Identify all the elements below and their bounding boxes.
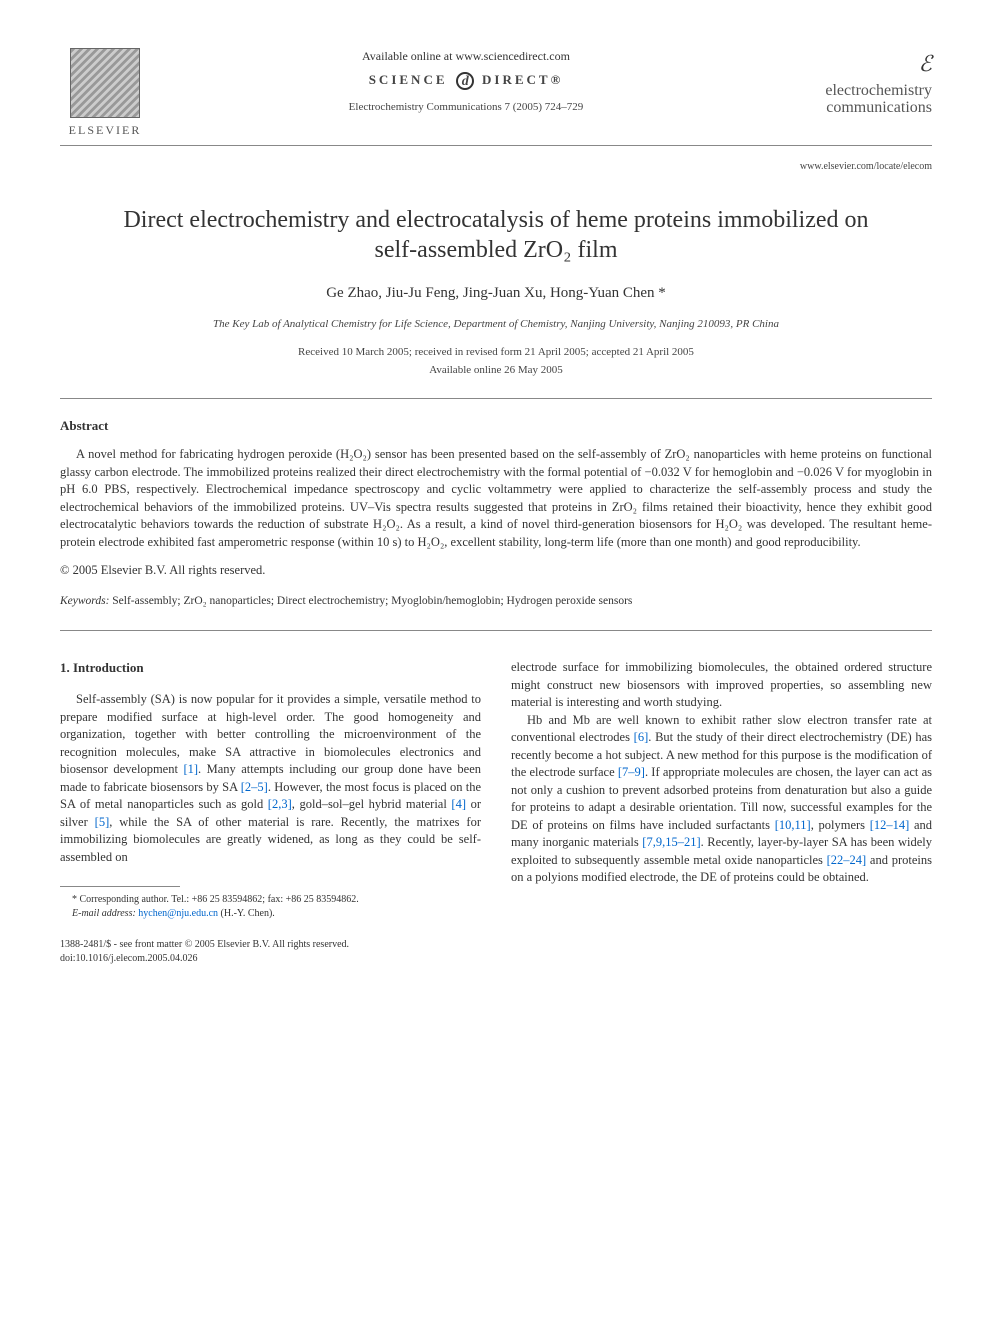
ref-7-9[interactable]: [7–9] — [618, 765, 645, 779]
sciencedirect-left: SCIENCE — [369, 72, 448, 87]
abstract-text: A novel method for fabricating hydrogen … — [60, 446, 932, 551]
email-address[interactable]: hychen@nju.edu.cn — [136, 908, 221, 919]
bottom-copyright: 1388-2481/$ - see front matter © 2005 El… — [60, 938, 481, 965]
abstract-bottom-divider — [60, 630, 932, 631]
affiliation: The Key Lab of Analytical Chemistry for … — [60, 317, 932, 333]
corresponding-author-footnote: * Corresponding author. Tel.: +86 25 835… — [60, 893, 481, 907]
header-divider — [60, 145, 932, 146]
ref-2-3[interactable]: [2,3] — [268, 797, 292, 811]
ref-6[interactable]: [6] — [634, 730, 649, 744]
received-dates: Received 10 March 2005; received in revi… — [60, 345, 932, 361]
intro-para-1-left: Self-assembly (SA) is now popular for it… — [60, 691, 481, 866]
ref-22-24[interactable]: [22–24] — [827, 853, 867, 867]
intro-para-1-right: electrode surface for immobilizing biomo… — [511, 659, 932, 712]
journal-name: electrochemistry communications — [782, 82, 932, 117]
r4: , polymers — [811, 818, 870, 832]
journal-name-line1: electrochemistry — [825, 82, 932, 99]
sciencedirect-right: DIRECT® — [482, 72, 563, 87]
journal-logo: ℰ electrochemistry communications — [782, 48, 932, 117]
locate-url: www.elsevier.com/locate/elecom — [60, 160, 932, 175]
t4: , gold–sol–gel hybrid material — [292, 797, 452, 811]
authors-list: Ge Zhao, Jiu-Ju Feng, Jing-Juan Xu, Hong… — [60, 283, 932, 305]
ref-2-5[interactable]: [2–5] — [241, 780, 268, 794]
intro-para-2: Hb and Mb are well known to exhibit rath… — [511, 712, 932, 887]
email-footnote: E-mail address: hychen@nju.edu.cn (H.-Y.… — [60, 907, 481, 921]
elsevier-tree-icon — [70, 48, 140, 118]
footnote-divider — [60, 886, 180, 887]
ref-1[interactable]: [1] — [183, 762, 198, 776]
abstract-copyright: © 2005 Elsevier B.V. All rights reserved… — [60, 561, 932, 579]
sciencedirect-logo-icon — [456, 72, 474, 90]
ref-7-9-15-21[interactable]: [7,9,15–21] — [642, 835, 700, 849]
front-matter-line: 1388-2481/$ - see front matter © 2005 El… — [60, 938, 481, 952]
keywords-label: Keywords: — [60, 595, 109, 607]
publisher-logo: ELSEVIER — [60, 48, 150, 139]
t6: , while the SA of other material is rare… — [60, 815, 481, 864]
article-title: Direct electrochemistry and electrocatal… — [100, 205, 892, 265]
body-columns: 1. Introduction Self-assembly (SA) is no… — [60, 659, 932, 965]
email-suffix: (H.-Y. Chen). — [221, 908, 275, 919]
abstract-top-divider — [60, 398, 932, 399]
publisher-name: ELSEVIER — [69, 122, 142, 139]
sciencedirect-brand: SCIENCE DIRECT® — [170, 71, 762, 90]
section-1-heading: 1. Introduction — [60, 659, 481, 677]
keywords-text: Self-assembly; ZrO₂ nanoparticles; Direc… — [109, 595, 632, 607]
available-online-text: Available online at www.sciencedirect.co… — [170, 48, 762, 65]
email-label: E-mail address: — [72, 908, 136, 919]
ref-10-11[interactable]: [10,11] — [775, 818, 811, 832]
journal-name-line2: communications — [826, 99, 932, 116]
journal-reference: Electrochemistry Communications 7 (2005)… — [170, 100, 762, 116]
center-header: Available online at www.sciencedirect.co… — [150, 48, 782, 116]
online-date: Available online 26 May 2005 — [60, 363, 932, 379]
doi-line: doi:10.1016/j.elecom.2005.04.026 — [60, 952, 481, 966]
ref-12-14[interactable]: [12–14] — [870, 818, 910, 832]
left-column: 1. Introduction Self-assembly (SA) is no… — [60, 659, 481, 965]
keywords-line: Keywords: Self-assembly; ZrO₂ nanopartic… — [60, 593, 932, 610]
ref-4[interactable]: [4] — [451, 797, 466, 811]
header-row: ELSEVIER Available online at www.science… — [60, 48, 932, 139]
right-column: electrode surface for immobilizing biomo… — [511, 659, 932, 965]
journal-symbol: ℰ — [782, 48, 932, 80]
ref-5[interactable]: [5] — [95, 815, 110, 829]
abstract-heading: Abstract — [60, 417, 932, 436]
